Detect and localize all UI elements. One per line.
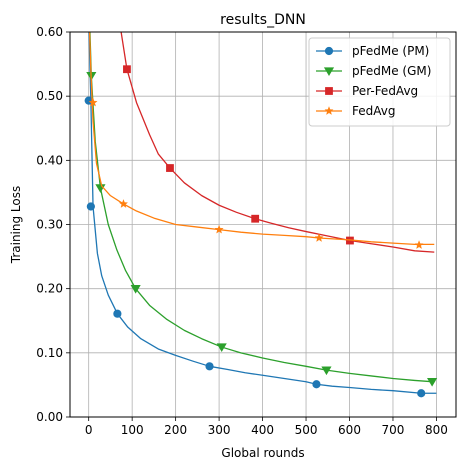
- data-point-marker: [113, 309, 122, 318]
- x-tick-label: 200: [164, 423, 187, 437]
- y-tick-label: 0.40: [36, 153, 63, 167]
- x-tick-label: 300: [208, 423, 231, 437]
- legend-marker: [324, 46, 334, 56]
- y-tick-label: 0.50: [36, 89, 63, 103]
- x-tick-label: 500: [295, 423, 318, 437]
- y-tick-label: 0.00: [36, 410, 63, 424]
- legend-item: FedAvg: [316, 104, 395, 118]
- data-point-marker: [427, 378, 438, 387]
- legend-label: FedAvg: [352, 104, 395, 118]
- data-point-marker: [205, 362, 214, 371]
- data-point-marker: [251, 214, 260, 223]
- data-point-marker: [88, 97, 98, 107]
- y-tick-label: 0.60: [36, 25, 63, 39]
- data-point-marker: [216, 343, 227, 353]
- x-tick-label: 0: [85, 423, 93, 437]
- x-tick-label: 600: [338, 423, 361, 437]
- data-point-marker: [123, 65, 131, 74]
- data-point-marker: [414, 240, 424, 249]
- legend-item: Per-FedAvg: [316, 84, 418, 98]
- legend-marker: [325, 87, 333, 95]
- legend: pFedMe (PM) pFedMe (GM) Per-FedAvg FedAvg: [308, 37, 451, 127]
- x-tick-label: 800: [425, 423, 448, 437]
- y-axis-label: Training Loss: [9, 186, 23, 264]
- series-line: [89, 32, 433, 383]
- x-tick-label: 100: [121, 423, 144, 437]
- legend-label: Per-FedAvg: [352, 84, 418, 98]
- data-point-marker: [118, 199, 129, 208]
- legend-item: pFedMe (PM): [316, 44, 429, 58]
- legend-label: pFedMe (PM): [352, 44, 429, 58]
- ticks: 0 100 200 300 400 500 600 700 800 0.00 0.10 0.20 0.3…: [36, 25, 448, 437]
- series-line: [88, 32, 435, 246]
- data-point-marker: [314, 233, 324, 242]
- legend-marker: [323, 67, 335, 76]
- legend-label: pFedMe (GM): [352, 64, 431, 78]
- legend-item: pFedMe (GM): [316, 64, 431, 78]
- data-point-marker: [321, 366, 332, 376]
- data-point-marker: [214, 224, 224, 234]
- series-layer: [84, 32, 438, 398]
- x-tick-label: 400: [251, 423, 274, 437]
- series-fedavg: [88, 32, 435, 249]
- series-pfedme-pm: [84, 32, 437, 398]
- legend-box: [308, 37, 451, 127]
- series-line: [120, 32, 435, 253]
- data-point-marker: [130, 285, 141, 294]
- data-point-marker: [86, 202, 95, 211]
- data-point-marker: [312, 380, 321, 389]
- data-point-marker: [417, 389, 426, 398]
- data-point-marker: [166, 164, 174, 172]
- y-tick-label: 0.30: [36, 218, 63, 232]
- x-axis-label: Global rounds: [221, 446, 304, 460]
- y-tick-label: 0.20: [36, 282, 63, 296]
- chart-title: results_DNN: [220, 12, 306, 28]
- y-tick-label: 0.10: [36, 346, 63, 360]
- legend-marker: [324, 106, 334, 115]
- series-clip-group: [84, 32, 438, 398]
- x-tick-label: 700: [382, 423, 405, 437]
